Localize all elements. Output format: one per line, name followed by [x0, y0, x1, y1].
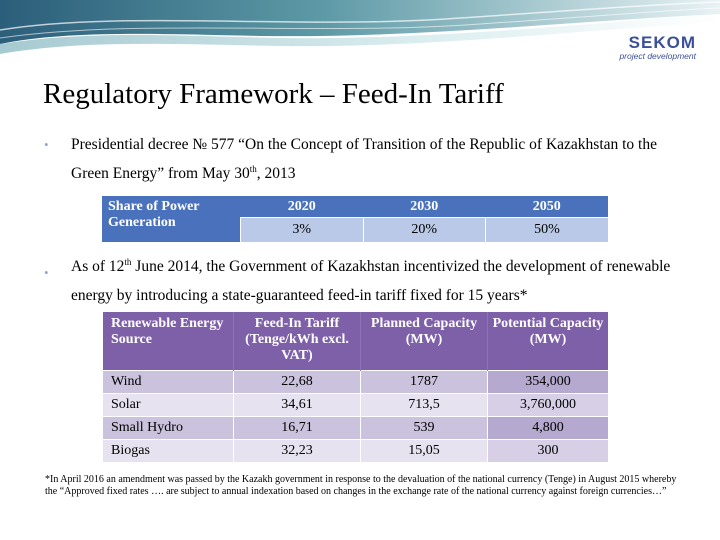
bullet-decree: Presidential decree № 577 “On the Concep…: [71, 136, 657, 182]
header-banner: [0, 0, 720, 70]
year-2020-header: 2020: [240, 196, 363, 218]
share-of-power-table: Share of Power Generation 2020 2030 2050…: [102, 196, 608, 242]
bullet-feed-in-tariff: As of 12th June 2014, the Government of …: [71, 257, 671, 305]
logo-name: SEKOM: [628, 33, 696, 52]
feed-in-tariff-table: Renewable Energy Source Feed-In Tariff (…: [103, 312, 608, 462]
bullet-dot-icon: •: [44, 137, 49, 152]
company-logo: SEKOM project development: [619, 34, 696, 61]
slide-title: Regulatory Framework – Feed-In Tariff: [43, 78, 504, 110]
share-2030-cell: 20%: [362, 217, 486, 242]
table-row: Solar 34,61 713,5 3,760,000: [103, 393, 608, 417]
header-tariff: Feed-In Tariff (Tenge/kWh excl. VAT): [233, 312, 361, 371]
share-row-header: Share of Power Generation: [102, 196, 241, 242]
bullet-dot-icon: •: [44, 265, 49, 280]
header-source: Renewable Energy Source: [103, 312, 234, 371]
header-potential-capacity: Potential Capacity (MW): [487, 312, 608, 371]
table-row: Biogas 32,23 15,05 300: [103, 439, 608, 462]
year-2030-header: 2030: [363, 196, 486, 218]
table-row: Wind 22,68 1787 354,000: [103, 370, 608, 394]
year-2050-header: 2050: [485, 196, 608, 218]
logo-tagline: project development: [619, 51, 696, 61]
share-2020-cell: 3%: [240, 217, 363, 242]
table-row: Small Hydro 16,71 539 4,800: [103, 416, 608, 440]
share-2050-cell: 50%: [485, 217, 608, 242]
header-planned-capacity: Planned Capacity (MW): [360, 312, 488, 371]
footnote: *In April 2016 an amendment was passed b…: [45, 474, 677, 497]
